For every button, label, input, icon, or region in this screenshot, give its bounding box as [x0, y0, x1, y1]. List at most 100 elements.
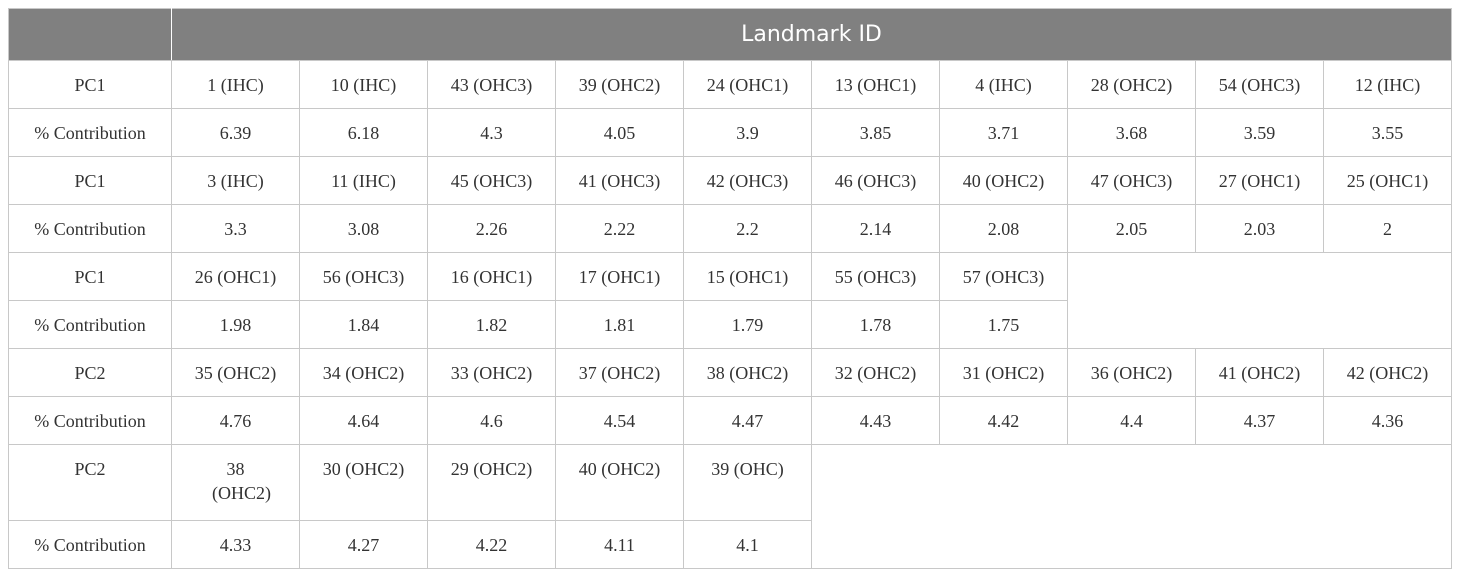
table-cell: 55 (OHC3) — [811, 252, 940, 301]
table-cell: 1.81 — [555, 300, 684, 349]
table-row: PC1 26 (OHC1) 56 (OHC3) 16 (OHC1) 17 (OHC1) 1… — [8, 252, 1452, 349]
table-cell: 32 (OHC2) — [811, 348, 940, 397]
table-cell: 4.6 — [427, 396, 556, 445]
table-cell: 28 (OHC2) — [1067, 60, 1196, 109]
table-cell: 15 (OHC1) — [683, 252, 812, 301]
table-cell: 38 (OHC2) — [171, 444, 300, 521]
table-cell: 4.64 — [299, 396, 428, 445]
table-cell: 1.98 — [171, 300, 300, 349]
table-cell: 2.22 — [555, 204, 684, 253]
table-cell: 17 (OHC1) — [555, 252, 684, 301]
row-label: % Contribution — [8, 396, 172, 445]
table-cell: 4.22 — [427, 520, 556, 569]
table-cell: 46 (OHC3) — [811, 156, 940, 205]
row-label: PC1 — [8, 156, 172, 205]
header-row: Landmark ID — [8, 8, 1452, 61]
table-row: PC2 38 (OHC2) 30 (OHC2) 29 (OHC2) 40 (OHC2) 3… — [8, 444, 1452, 569]
table-cell: 11 (IHC) — [299, 156, 428, 205]
table-cell: 4.33 — [171, 520, 300, 569]
table-cell: 41 (OHC2) — [1195, 348, 1324, 397]
table-row: PC2 35 (OHC2) 34 (OHC2) 33 (OHC2) 37 (OHC2) 3… — [8, 348, 1452, 397]
table-cell: 31 (OHC2) — [939, 348, 1068, 397]
table-cell: 25 (OHC1) — [1323, 156, 1452, 205]
table-cell: 2.03 — [1195, 204, 1324, 253]
table-cell: 4 (IHC) — [939, 60, 1068, 109]
table-cell: 24 (OHC1) — [683, 60, 812, 109]
row-label: PC1 — [8, 60, 172, 109]
header-title: Landmark ID — [171, 8, 1452, 61]
table-cell: 10 (IHC) — [299, 60, 428, 109]
table-cell: 4.42 — [939, 396, 1068, 445]
table-cell: 13 (OHC1) — [811, 60, 940, 109]
table-cell: 43 (OHC3) — [427, 60, 556, 109]
table-cell: 3.71 — [939, 108, 1068, 157]
table-cell: 56 (OHC3) — [299, 252, 428, 301]
table-row: % Contribution 4.33 4.27 4.22 4.11 4.1 — [8, 520, 1452, 569]
table-cell: 34 (OHC2) — [299, 348, 428, 397]
row-label: % Contribution — [8, 108, 172, 157]
table-cell: 1.79 — [683, 300, 812, 349]
table-cell: 4.11 — [555, 520, 684, 569]
table-cell: 35 (OHC2) — [171, 348, 300, 397]
table-cell: 57 (OHC3) — [939, 252, 1068, 301]
table-cell: 12 (IHC) — [1323, 60, 1452, 109]
table-cell: 3.59 — [1195, 108, 1324, 157]
empty-cell — [811, 444, 1452, 569]
table-cell: 3.3 — [171, 204, 300, 253]
table-cell: 41 (OHC3) — [555, 156, 684, 205]
table-cell: 16 (OHC1) — [427, 252, 556, 301]
table-cell: 33 (OHC2) — [427, 348, 556, 397]
table-cell: 4.05 — [555, 108, 684, 157]
table-cell: 3.68 — [1067, 108, 1196, 157]
table-cell: 37 (OHC2) — [555, 348, 684, 397]
table-cell: 42 (OHC2) — [1323, 348, 1452, 397]
table-cell: 26 (OHC1) — [171, 252, 300, 301]
table-cell: 2.05 — [1067, 204, 1196, 253]
table-cell: 30 (OHC2) — [299, 444, 428, 521]
table-row: PC1 1 (IHC) 10 (IHC) 43 (OHC3) 39 (OHC2) 24 (… — [8, 60, 1452, 109]
table-cell: 27 (OHC1) — [1195, 156, 1324, 205]
table-row: % Contribution 3.3 3.08 2.26 2.22 2.2 2.14 2.08… — [8, 204, 1452, 253]
table-cell: 1.78 — [811, 300, 940, 349]
table-cell: 2.08 — [939, 204, 1068, 253]
table-cell: 4.54 — [555, 396, 684, 445]
table-cell: 4.37 — [1195, 396, 1324, 445]
table-row: % Contribution 4.76 4.64 4.6 4.54 4.47 4.43 4.4… — [8, 396, 1452, 445]
table-cell: 4.3 — [427, 108, 556, 157]
table-cell: 1 (IHC) — [171, 60, 300, 109]
table-cell: 40 (OHC2) — [555, 444, 684, 521]
row-label: PC2 — [8, 348, 172, 397]
landmark-table: Landmark ID PC1 1 (IHC) 10 (IHC) 43 (OHC3) 3… — [8, 8, 1452, 569]
header-corner — [8, 8, 172, 61]
table-cell: 6.39 — [171, 108, 300, 157]
table-row: % Contribution 6.39 6.18 4.3 4.05 3.9 3.85 3.71… — [8, 108, 1452, 157]
table-cell: 1.82 — [427, 300, 556, 349]
table-row: PC1 3 (IHC) 11 (IHC) 45 (OHC3) 41 (OHC3) 42 (… — [8, 156, 1452, 205]
row-label: % Contribution — [8, 520, 172, 569]
table-cell: 2 — [1323, 204, 1452, 253]
row-label: % Contribution — [8, 204, 172, 253]
table-cell: 3.08 — [299, 204, 428, 253]
table-cell: 54 (OHC3) — [1195, 60, 1324, 109]
table-cell: 4.47 — [683, 396, 812, 445]
table-cell: 39 (OHC2) — [555, 60, 684, 109]
table-cell: 38 (OHC2) — [683, 348, 812, 397]
table-cell: 45 (OHC3) — [427, 156, 556, 205]
table-cell: 3.55 — [1323, 108, 1452, 157]
table-cell: 2.26 — [427, 204, 556, 253]
table-cell: 40 (OHC2) — [939, 156, 1068, 205]
table-cell: 4.76 — [171, 396, 300, 445]
table-cell: 4.43 — [811, 396, 940, 445]
table-cell: 47 (OHC3) — [1067, 156, 1196, 205]
table-cell: 42 (OHC3) — [683, 156, 812, 205]
table-cell: 1.84 — [299, 300, 428, 349]
row-label: % Contribution — [8, 300, 172, 349]
row-label: PC1 — [8, 252, 172, 301]
empty-cell — [1067, 252, 1452, 349]
table-cell: 29 (OHC2) — [427, 444, 556, 521]
table-cell: 36 (OHC2) — [1067, 348, 1196, 397]
table-cell: 6.18 — [299, 108, 428, 157]
table-cell: 4.1 — [683, 520, 812, 569]
table-cell: 3 (IHC) — [171, 156, 300, 205]
